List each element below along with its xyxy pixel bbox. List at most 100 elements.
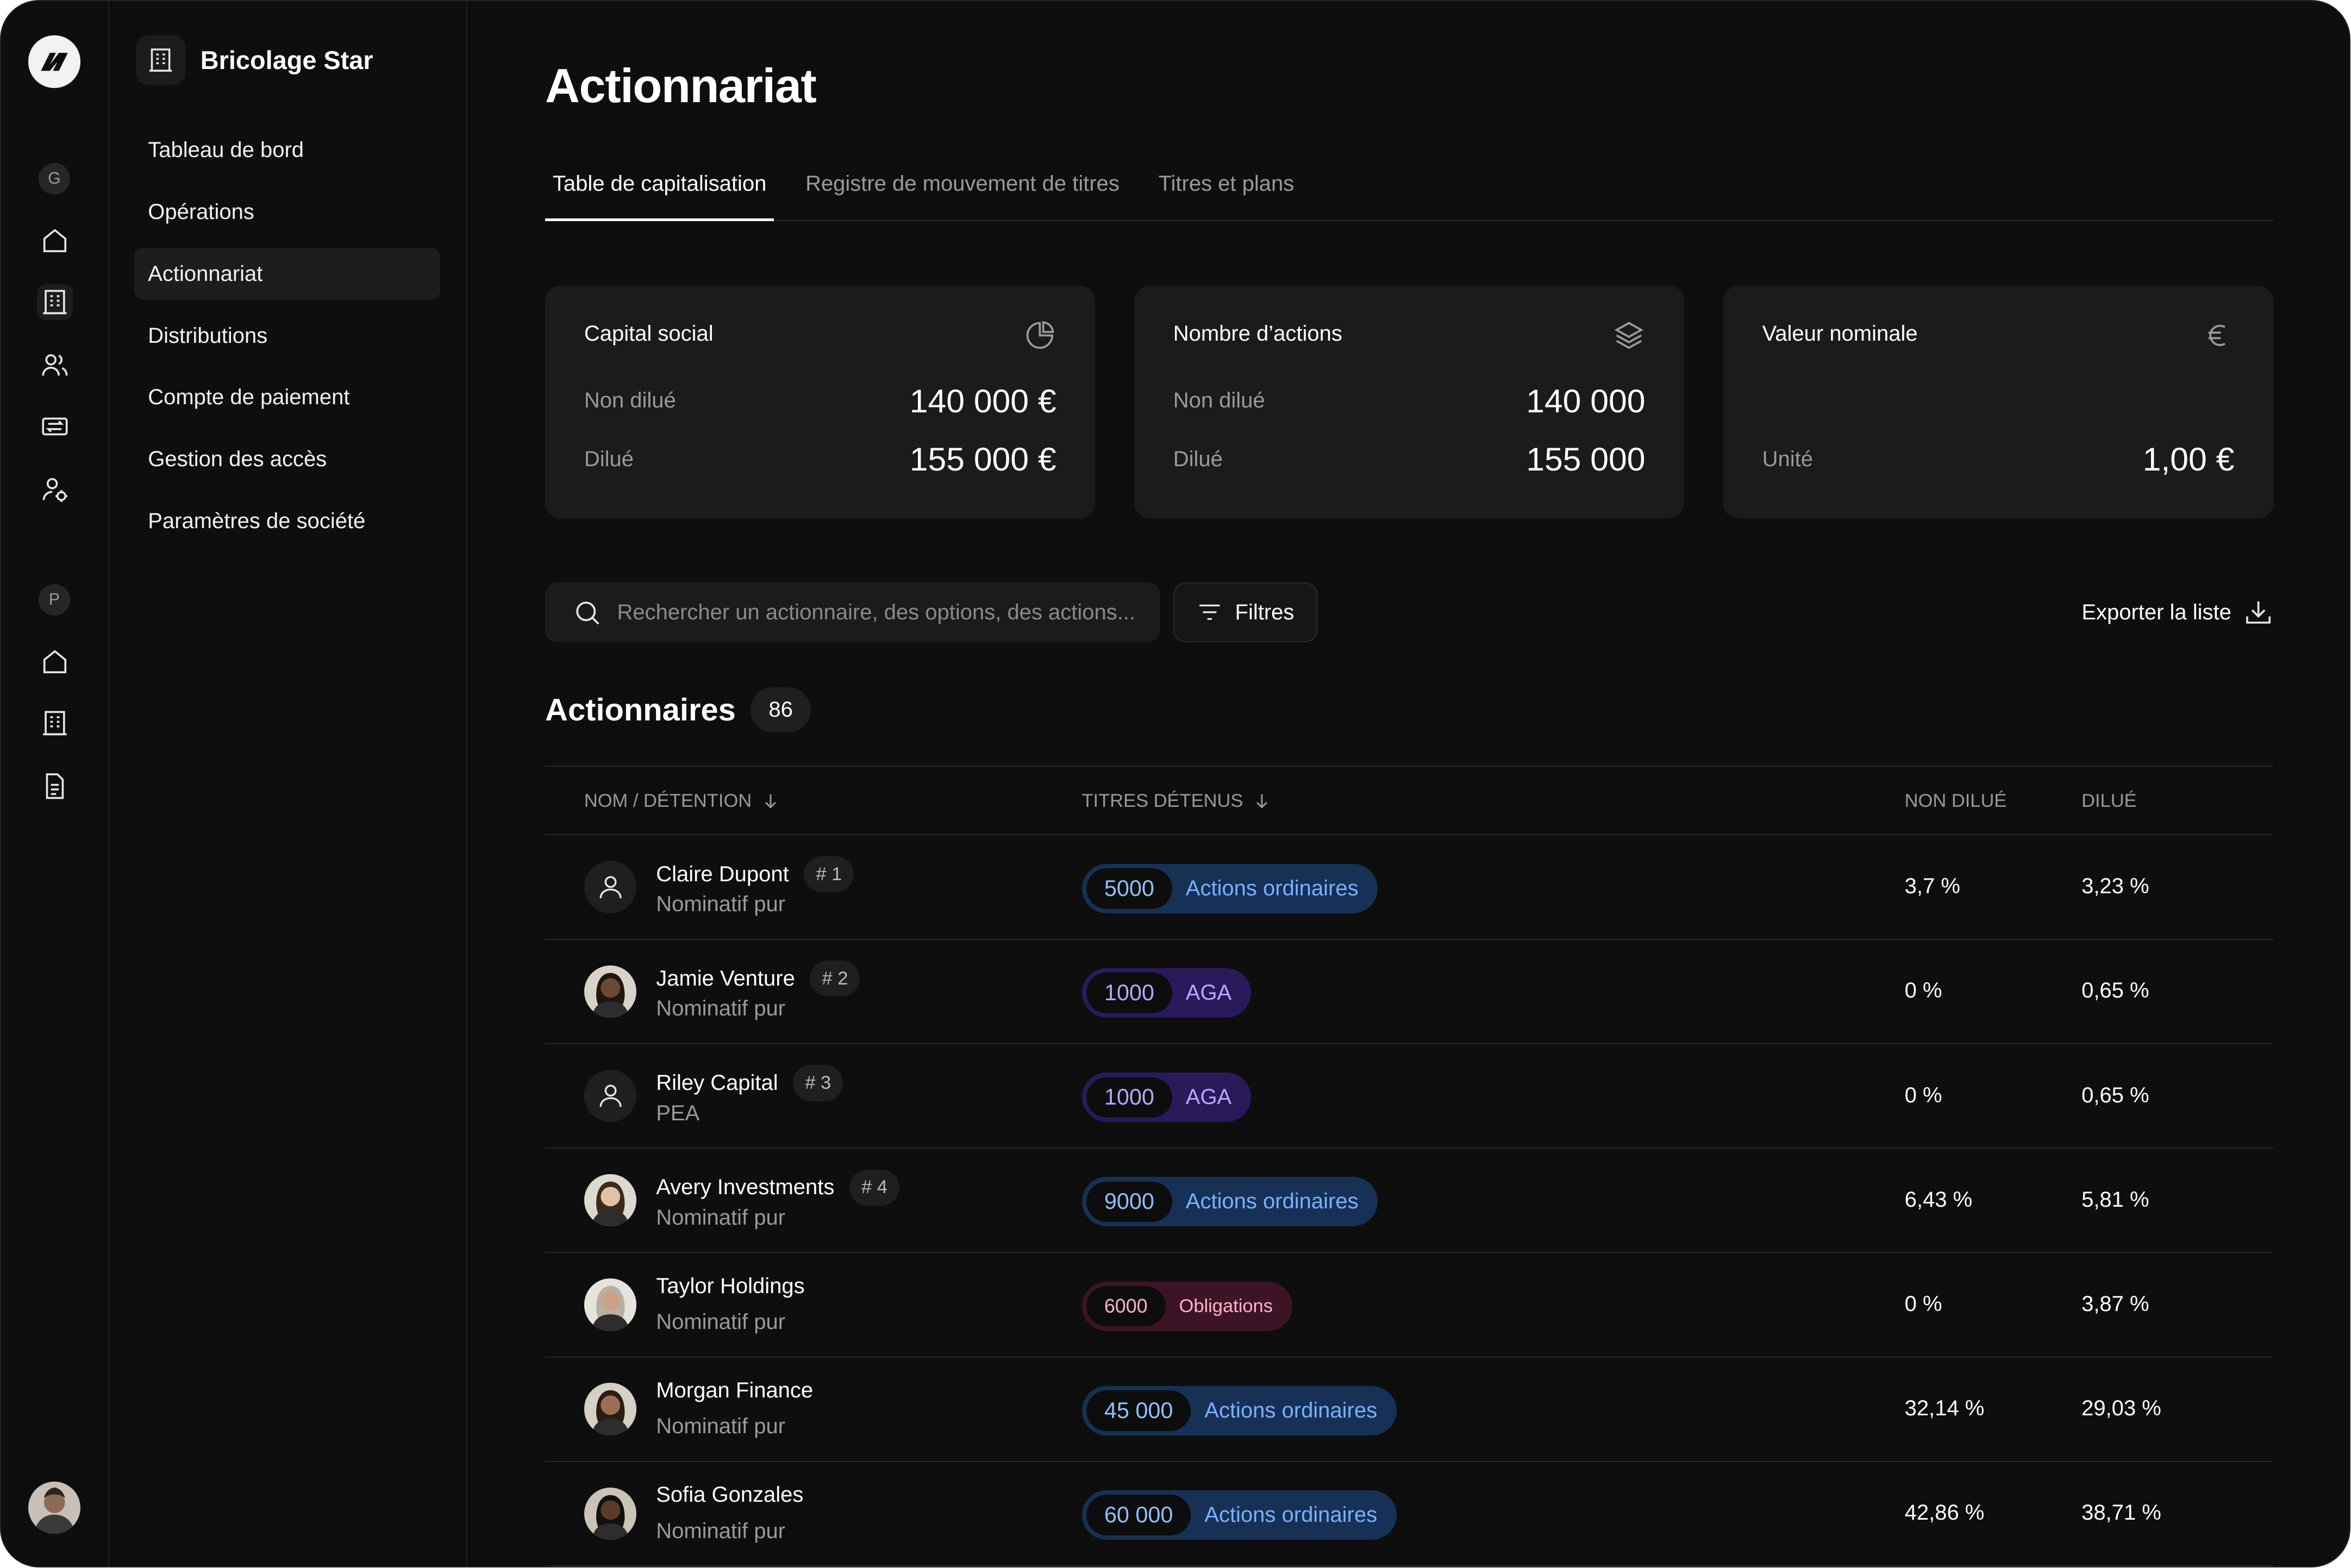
diluted-percentage: 0,65 % bbox=[2081, 1083, 2149, 1107]
securities-type: Obligations bbox=[1179, 1295, 1273, 1316]
securities-pill[interactable]: 6000 Obligations bbox=[1081, 1281, 1292, 1331]
nav-item-company-settings[interactable]: Paramètres de société bbox=[148, 509, 366, 534]
card-value: 155 000 € bbox=[909, 441, 1056, 478]
table-row[interactable]: Avery Investments # 4 Nominatif pur 9000 Act… bbox=[545, 1149, 2274, 1253]
nav-item-operations[interactable]: Opérations bbox=[148, 199, 254, 224]
securities-pill[interactable]: 60 000 Actions ordinaires bbox=[1081, 1490, 1397, 1540]
header-diluted: DILUÉ bbox=[2081, 790, 2137, 811]
company-switcher[interactable]: Bricolage Star bbox=[136, 35, 373, 85]
avatar bbox=[584, 1487, 637, 1540]
card-label: Dilué bbox=[584, 447, 634, 471]
securities-quantity: 5000 bbox=[1086, 868, 1172, 909]
securities-quantity: 45 000 bbox=[1086, 1390, 1191, 1431]
filters-button[interactable]: Filtres bbox=[1173, 582, 1317, 643]
holding-type: Nominatif pur bbox=[656, 1205, 785, 1230]
table-row[interactable]: Riley Capital # 3 PEA 1000 AGA 0 % 0,65 % bbox=[545, 1044, 2274, 1149]
user-settings-icon[interactable] bbox=[37, 472, 73, 507]
table-row[interactable]: Claire Dupont # 1 Nominatif pur 5000 Actions… bbox=[545, 835, 2274, 940]
header-name-label: NOM / DÉTENTION bbox=[584, 790, 752, 811]
app-logo[interactable] bbox=[28, 35, 81, 88]
diluted-percentage: 3,23 % bbox=[2081, 874, 2149, 899]
download-icon bbox=[2246, 601, 2271, 624]
nav-item-payment-account[interactable]: Compte de paiement bbox=[148, 385, 350, 410]
securities-quantity: 60 000 bbox=[1086, 1495, 1191, 1535]
nav-item-dashboard[interactable]: Tableau de bord bbox=[148, 137, 304, 162]
nav-item-access-management[interactable]: Gestion des accès bbox=[148, 447, 327, 472]
nav-item-distributions[interactable]: Distributions bbox=[148, 323, 268, 348]
filters-label: Filtres bbox=[1235, 600, 1295, 624]
header-name[interactable]: NOM / DÉTENTION bbox=[584, 767, 780, 836]
table-row[interactable]: Taylor Holdings Nominatif pur 6000 Obligati… bbox=[545, 1253, 2274, 1358]
securities-quantity: 6000 bbox=[1086, 1285, 1166, 1327]
securities-quantity: 1000 bbox=[1086, 973, 1172, 1013]
table-row[interactable]: Sofia Gonzales Nominatif pur 60 000 Actions… bbox=[545, 1462, 2274, 1566]
rank-badge: # 2 bbox=[810, 961, 860, 997]
nav-item-shareholding[interactable]: Actionnariat bbox=[134, 247, 441, 300]
building-icon[interactable] bbox=[37, 705, 73, 741]
euro-icon bbox=[2208, 324, 2225, 346]
home-icon[interactable] bbox=[37, 223, 73, 259]
card-label: Unité bbox=[1762, 447, 1813, 471]
diluted-percentage: 0,65 % bbox=[2081, 979, 2149, 1003]
avatar bbox=[584, 1174, 637, 1227]
shareholder-name[interactable]: Morgan Finance bbox=[656, 1378, 813, 1403]
shareholder-name[interactable]: Jamie Venture # 2 bbox=[656, 961, 860, 997]
securities-pill[interactable]: 5000 Actions ordinaires bbox=[1081, 863, 1378, 913]
tab-cap-table[interactable]: Table de capitalisation bbox=[545, 151, 774, 222]
undiluted-percentage: 0 % bbox=[1904, 979, 1942, 1003]
tab-securities-register[interactable]: Registre de mouvement de titres bbox=[805, 171, 1120, 196]
shareholder-name[interactable]: Riley Capital # 3 bbox=[656, 1065, 843, 1101]
sidebar: Bricolage Star Tableau de bord Opération… bbox=[109, 1, 467, 1566]
transfer-icon[interactable] bbox=[37, 409, 73, 444]
filter-icon bbox=[1199, 605, 1220, 620]
shareholder-name[interactable]: Claire Dupont # 1 bbox=[656, 856, 854, 893]
workspace-p-badge[interactable]: P bbox=[38, 584, 70, 616]
undiluted-percentage: 0 % bbox=[1904, 1292, 1942, 1316]
users-icon[interactable] bbox=[37, 347, 73, 383]
count-badge: 86 bbox=[751, 687, 811, 732]
shareholder-name[interactable]: Taylor Holdings bbox=[656, 1274, 804, 1299]
securities-pill[interactable]: 45 000 Actions ordinaires bbox=[1081, 1385, 1397, 1435]
search-input[interactable]: Rechercher un actionnaire, des options, … bbox=[545, 582, 1160, 643]
securities-type: Actions ordinaires bbox=[1204, 1398, 1378, 1422]
securities-quantity: 9000 bbox=[1086, 1181, 1172, 1222]
building-icon[interactable] bbox=[37, 284, 73, 321]
user-placeholder-icon bbox=[584, 1069, 637, 1122]
tab-bar: Table de capitalisation Registre de mouv… bbox=[545, 155, 2274, 222]
tab-securities-plans[interactable]: Titres et plans bbox=[1158, 171, 1295, 196]
shareholder-name[interactable]: Avery Investments # 4 bbox=[656, 1169, 899, 1206]
shareholder-name-text: Sofia Gonzales bbox=[656, 1483, 804, 1507]
rank-badge: # 1 bbox=[804, 856, 854, 893]
securities-pill[interactable]: 9000 Actions ordinaires bbox=[1081, 1177, 1378, 1227]
header-titles[interactable]: TITRES DÉTENUS bbox=[1082, 767, 1272, 836]
table-row[interactable]: Jamie Venture # 2 Nominatif pur 1000 AGA 0 % 0… bbox=[545, 940, 2274, 1044]
workspace-g-badge[interactable]: G bbox=[38, 162, 70, 195]
layers-icon bbox=[1614, 322, 1643, 349]
header-undiluted: NON DILUÉ bbox=[1904, 790, 2007, 811]
user-avatar[interactable] bbox=[28, 1481, 81, 1534]
shareholder-name-text: Claire Dupont bbox=[656, 862, 789, 886]
icon-rail: G P bbox=[1, 1, 109, 1566]
home-icon[interactable] bbox=[37, 644, 73, 680]
shareholders-table: NOM / DÉTENTION TITRES DÉTENUS NON DILUÉ… bbox=[545, 765, 2274, 1566]
arrow-down-icon bbox=[765, 794, 776, 809]
shareholder-name-text: Riley Capital bbox=[656, 1071, 778, 1095]
user-placeholder-icon bbox=[584, 861, 637, 913]
undiluted-percentage: 0 % bbox=[1904, 1083, 1942, 1107]
export-button[interactable]: Exporter la liste bbox=[2081, 582, 2273, 642]
securities-pill[interactable]: 1000 AGA bbox=[1081, 968, 1252, 1018]
table-row[interactable]: Morgan Finance Nominatif pur 45 000 Actions… bbox=[545, 1358, 2274, 1462]
diluted-percentage: 5,81 % bbox=[2081, 1187, 2149, 1212]
card-title: Capital social bbox=[584, 322, 714, 346]
holding-type: Nominatif pur bbox=[656, 892, 785, 917]
diluted-percentage: 38,71 % bbox=[2081, 1501, 2161, 1525]
securities-pill[interactable]: 1000 AGA bbox=[1081, 1072, 1252, 1122]
holding-type: Nominatif pur bbox=[656, 1414, 785, 1439]
shareholder-name[interactable]: Sofia Gonzales bbox=[656, 1483, 803, 1507]
diluted-percentage: 29,03 % bbox=[2081, 1396, 2161, 1421]
rank-badge: # 4 bbox=[849, 1169, 899, 1206]
logo-icon bbox=[41, 53, 68, 71]
document-icon[interactable] bbox=[37, 768, 73, 804]
card-value: 155 000 bbox=[1526, 441, 1646, 478]
